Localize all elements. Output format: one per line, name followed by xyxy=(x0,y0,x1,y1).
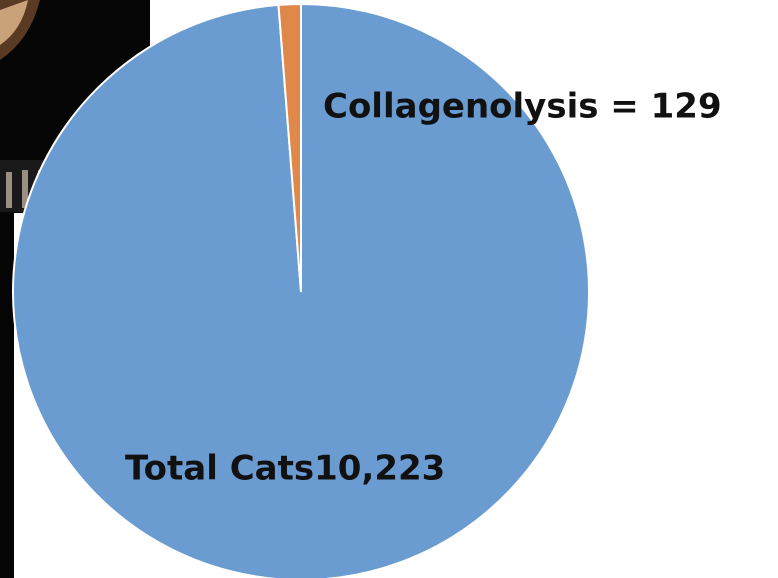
photo-strip xyxy=(0,213,14,578)
pie xyxy=(12,2,590,578)
data-label: Total Cats10,223 xyxy=(125,449,445,489)
data-label: Collagenolysis = 129 xyxy=(323,87,722,127)
labels: Total Cats10,223 Collagenolysis = 129 xyxy=(125,87,722,489)
photo-shape xyxy=(0,0,28,45)
pie-slice xyxy=(277,2,302,293)
